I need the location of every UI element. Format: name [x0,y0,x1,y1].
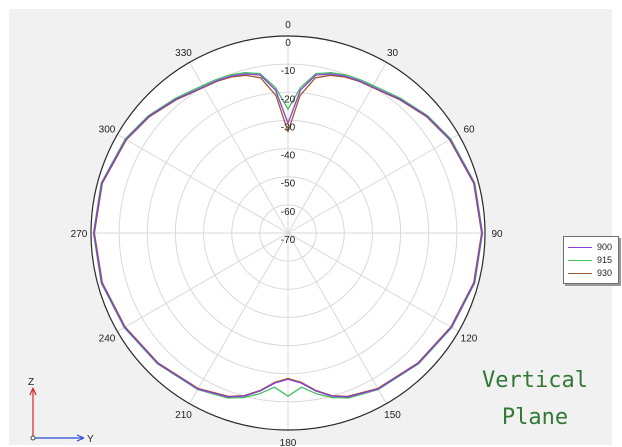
grid-spoke [287,232,459,332]
polar-grid [90,35,486,431]
grid-spoke [287,134,459,234]
tick-labels: 0 30 60 90 120 150 180 210 240 270 300 330 0 -10 -20 -3… [71,20,503,447]
series-layer [92,71,484,399]
radial-tick-label: -70 [281,235,296,246]
z-axis-label: Z [28,377,34,388]
legend-label: 915 [597,255,613,265]
grid-spoke [117,134,289,234]
angle-tick-label: 120 [461,334,478,345]
angle-tick-label: 60 [463,125,475,136]
grid-spoke [117,232,289,332]
caption-line-2: Plane [501,405,569,430]
z-axis-arrow-left [29,387,34,396]
radial-tick-label: -20 [281,94,296,105]
legend-swatch [568,273,592,274]
legend-label: 900 [597,242,613,252]
grid-spoke [287,232,387,404]
radial-tick-label: -30 [281,122,296,133]
angle-tick-label: 210 [175,410,192,421]
legend-swatch [568,247,592,248]
angle-tick-label: 240 [99,334,116,345]
angle-tick-label: 330 [175,48,192,59]
angle-tick-label: 180 [280,438,297,447]
legend-swatch [568,260,592,261]
angle-tick-label: 300 [99,125,116,136]
legend: 900 915 930 [563,236,619,284]
y-axis-label: Y [87,434,94,445]
series-line-900 [93,73,483,398]
angle-tick-label: 0 [285,20,291,31]
caption: Vertical Plane [450,362,620,436]
caption-line-1: Vertical [482,368,588,393]
angle-tick-label: 90 [491,229,503,240]
y-axis-arrow-bottom [76,437,85,442]
angle-tick-label: 30 [387,48,399,59]
radial-tick-label: -10 [281,66,296,77]
series-line-915 [92,71,484,399]
radial-tick-label: 0 [285,38,291,49]
radial-tick-label: -40 [281,151,296,162]
angle-tick-label: 150 [384,410,401,421]
grid-spoke [189,232,289,404]
grid-spoke [287,62,387,234]
radial-tick-label: -50 [281,179,296,190]
axis-indicator: Z Y [28,377,94,445]
plot-border [90,35,486,431]
y-axis-arrow-top [76,434,85,439]
axis-origin [30,435,36,441]
radial-tick-label: -60 [281,207,296,218]
angle-tick-label: 270 [71,229,88,240]
grid-spoke [189,62,289,234]
legend-label: 930 [597,268,613,278]
z-axis-arrow-right [32,387,37,396]
